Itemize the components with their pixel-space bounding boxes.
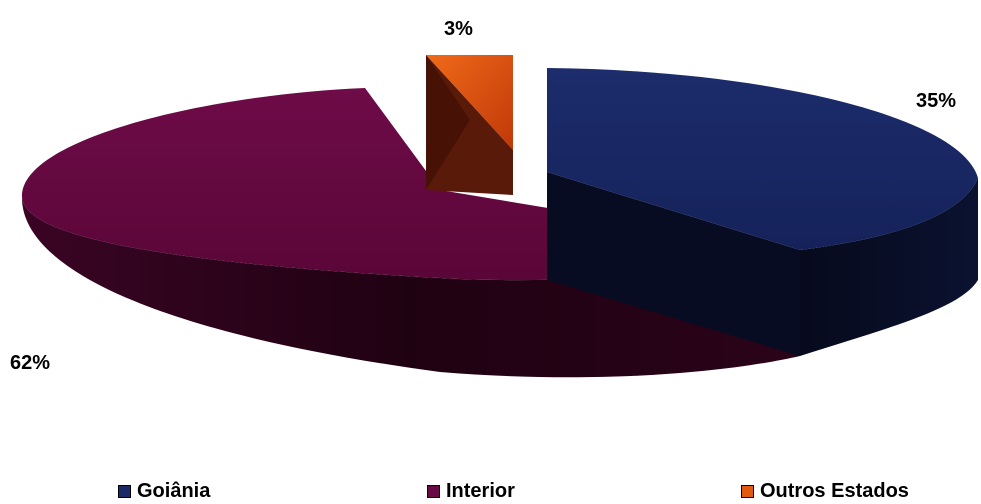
pie-slice-goiania (547, 68, 978, 356)
legend: Goiânia Interior Outros Estados (0, 480, 981, 504)
legend-item-goiania: Goiânia (118, 480, 210, 503)
legend-item-outros-estados: Outros Estados (741, 480, 909, 503)
data-label-goiania: 35% (916, 90, 957, 112)
data-label-outros-estados: 3% (444, 18, 473, 40)
legend-swatch-interior (427, 485, 440, 498)
pie-slice-outros-estados (426, 55, 513, 195)
legend-label-outros-estados: Outros Estados (760, 480, 909, 502)
data-label-interior: 62% (10, 352, 51, 374)
legend-item-interior: Interior (427, 480, 515, 503)
legend-swatch-goiania (118, 485, 131, 498)
legend-label-interior: Interior (446, 480, 515, 502)
legend-label-goiania: Goiânia (137, 480, 211, 502)
legend-swatch-outros-estados (741, 485, 754, 498)
